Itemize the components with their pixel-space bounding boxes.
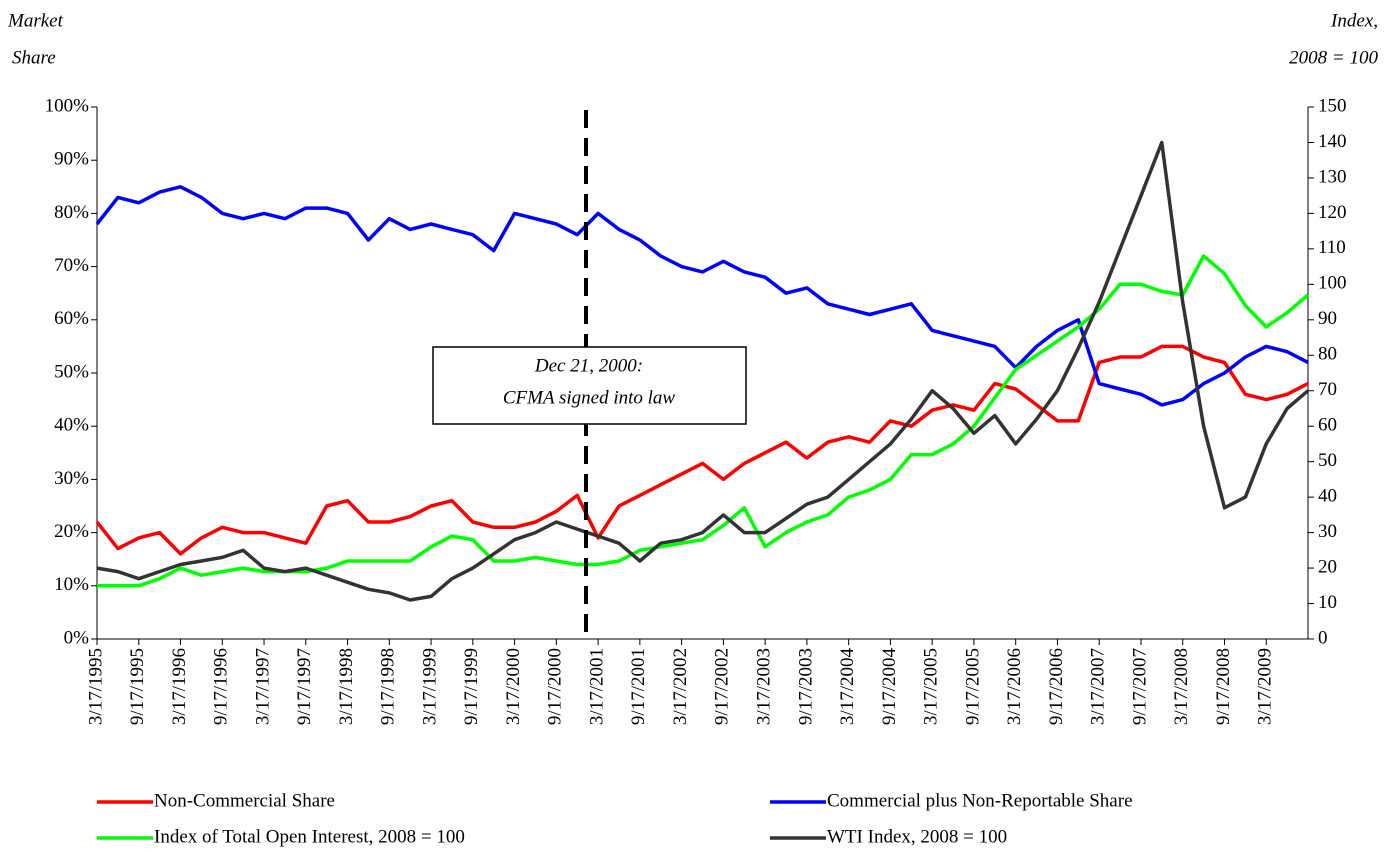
- legend-label: Index of Total Open Interest, 2008 = 100: [154, 826, 465, 847]
- y-tick-label: 0%: [64, 627, 90, 648]
- legend-label: Commercial plus Non-Reportable Share: [827, 790, 1133, 811]
- y-axis-label-line: Market: [7, 10, 64, 31]
- y2-tick-label: 40: [1318, 485, 1337, 506]
- y2-tick-label: 50: [1318, 450, 1337, 471]
- x-tick-label: 3/17/1998: [336, 648, 357, 725]
- annotation-line: CFMA signed into law: [503, 387, 676, 408]
- series-line: [95, 185, 1309, 407]
- x-tick-label: 3/17/2005: [921, 648, 942, 725]
- x-tick-label: 9/17/2005: [962, 648, 983, 725]
- y-tick-label: 90%: [54, 149, 89, 170]
- x-tick-label: 3/17/1996: [169, 648, 190, 725]
- y-tick-label: 100%: [45, 95, 90, 116]
- x-tick-label: 3/17/2008: [1171, 648, 1192, 725]
- x-tick-label: 3/17/2009: [1255, 648, 1276, 725]
- y-tick-label: 80%: [54, 202, 89, 223]
- x-tick-label: 9/17/2003: [795, 648, 816, 725]
- x-tick-label: 9/17/2008: [1213, 648, 1234, 725]
- x-tick-label: 9/17/1996: [211, 648, 232, 725]
- x-tick-label: 9/17/2007: [1129, 648, 1150, 725]
- x-tick-label: 3/17/2000: [503, 648, 524, 725]
- y2-tick-label: 80: [1318, 344, 1337, 365]
- y2-tick-label: 30: [1318, 521, 1337, 542]
- x-tick-label: 9/17/2001: [628, 648, 649, 725]
- y2-tick-label: 70: [1318, 379, 1337, 400]
- y-tick-label: 60%: [54, 308, 89, 329]
- series-line: [96, 140, 1310, 602]
- x-tick-label: 3/17/1997: [252, 648, 273, 725]
- y2-tick-label: 130: [1318, 166, 1347, 187]
- x-tick-label: 3/17/1995: [85, 648, 106, 725]
- y2-tick-label: 150: [1318, 95, 1347, 116]
- x-tick-label: 9/17/2004: [879, 648, 900, 726]
- x-tick-label: 3/17/2002: [670, 648, 691, 725]
- x-tick-label: 9/17/1995: [127, 648, 148, 725]
- y2-tick-label: 0: [1318, 627, 1328, 648]
- y2-tick-label: 110: [1318, 237, 1346, 258]
- x-tick-label: 3/17/2006: [1004, 648, 1025, 725]
- y-axis-label-line: Share: [12, 47, 56, 68]
- legend-label: Non-Commercial Share: [154, 790, 335, 811]
- x-tick-label: 3/17/2004: [837, 648, 858, 726]
- legend-label: WTI Index, 2008 = 100: [827, 826, 1007, 847]
- x-tick-label: 3/17/1999: [419, 648, 440, 725]
- series-line: [97, 254, 1310, 588]
- y2-tick-label: 100: [1318, 273, 1347, 294]
- y2-tick-label: 10: [1318, 592, 1337, 613]
- x-tick-label: 9/17/2000: [545, 648, 566, 725]
- y2-tick-label: 20: [1318, 556, 1337, 577]
- y-tick-label: 70%: [54, 255, 89, 276]
- y2-tick-label: 90: [1318, 308, 1337, 329]
- x-tick-label: 9/17/1998: [378, 648, 399, 725]
- y-tick-label: 30%: [54, 468, 89, 489]
- y2-tick-label: 140: [1318, 131, 1347, 152]
- x-tick-label: 9/17/2002: [712, 648, 733, 725]
- x-tick-label: 9/17/2006: [1046, 648, 1067, 725]
- y2-axis-label-line: Index,: [1330, 10, 1378, 31]
- x-tick-label: 3/17/2003: [753, 648, 774, 725]
- y-tick-label: 20%: [54, 521, 89, 542]
- x-tick-label: 3/17/2001: [586, 648, 607, 725]
- annotation-box: [432, 346, 747, 425]
- y-tick-label: 10%: [54, 574, 89, 595]
- y-tick-label: 40%: [54, 415, 89, 436]
- y2-tick-label: 60: [1318, 415, 1337, 436]
- y2-tick-label: 120: [1318, 202, 1347, 223]
- x-tick-label: 3/17/2007: [1088, 648, 1109, 725]
- x-tick-label: 9/17/1999: [461, 648, 482, 725]
- y-tick-label: 50%: [54, 361, 89, 382]
- y2-axis-label-line: 2008 = 100: [1289, 47, 1378, 68]
- x-tick-label: 9/17/1997: [294, 648, 315, 725]
- series-line: [95, 344, 1309, 556]
- annotation-line: Dec 21, 2000:: [534, 355, 643, 376]
